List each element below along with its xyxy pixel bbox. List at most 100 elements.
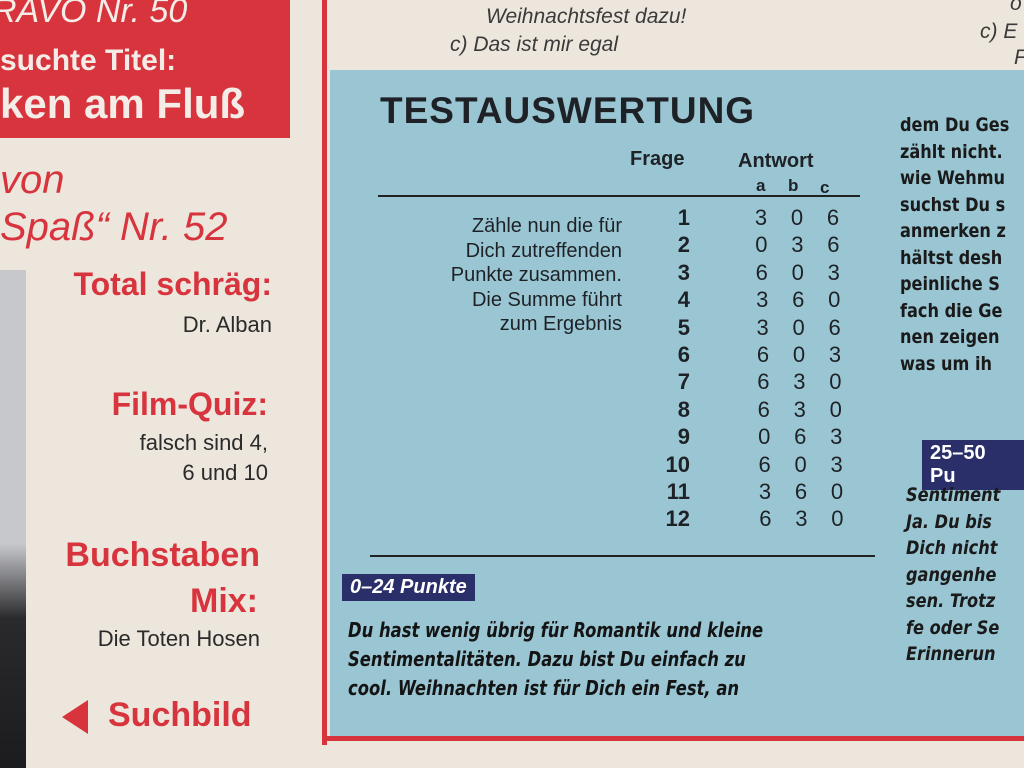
table-top-rule [378, 195, 860, 197]
question-number: 4 [677, 287, 690, 313]
question-number: 8 [677, 396, 690, 422]
sub-col-c: c [820, 178, 830, 197]
column-header-frage: Frage [630, 148, 685, 170]
points-a: 3 [758, 479, 772, 504]
instruction-line: Die Summe führt [471, 288, 622, 311]
issue-label: RAVO Nr. 50 [0, 0, 188, 30]
text-line: fach die Ge [900, 299, 1003, 322]
arrow-left-icon [62, 700, 88, 734]
question-number: 3 [677, 259, 690, 285]
question-number: 12 [665, 506, 690, 532]
points-b: 6 [794, 479, 808, 504]
points-a: 6 [756, 342, 770, 367]
points-a: 6 [758, 451, 771, 477]
points-b: 0 [791, 259, 804, 285]
points-a: 3 [754, 205, 768, 230]
points-a: 6 [757, 369, 770, 395]
text-line: nen zeigen [900, 326, 1000, 348]
instruction-line: Zähle nun die für [471, 215, 622, 237]
right-question-fragment-3: F [1014, 46, 1024, 70]
table-row: 11 3 6 0 [650, 479, 870, 504]
column-header-antwort: Antwort [738, 150, 814, 172]
points-c: 0 [828, 287, 841, 313]
points-b: 0 [792, 342, 806, 367]
photo-edge [0, 270, 26, 768]
points-c: 0 [831, 506, 844, 532]
points-c: 3 [830, 424, 843, 450]
question-number: 7 [677, 369, 690, 395]
points-c: 6 [827, 232, 840, 258]
result-line: cool. Weihnachten ist für Dich ein Fest,… [348, 676, 740, 700]
right-question-fragment-1: o [1010, 0, 1022, 15]
points-b: 3 [793, 396, 806, 422]
text-line: dem Du Ges [900, 114, 1010, 136]
spass-issue-label: Spaß“ Nr. 52 [0, 205, 228, 249]
question-number: 9 [677, 424, 690, 450]
points-b: 3 [791, 232, 804, 258]
points-b: 0 [790, 205, 804, 230]
points-c: 6 [828, 314, 841, 340]
points-c: 6 [826, 205, 840, 230]
text-line: Ja. Du bis [906, 510, 992, 533]
text-line: Dich nicht [906, 537, 998, 559]
result-text-continued: dem Du Ges zählt nicht. wie Wehmu suchst Du… [900, 112, 1009, 377]
text-line: Erinnerun [906, 643, 996, 665]
red-border-horizontal [322, 736, 1024, 741]
question-number: 5 [677, 314, 690, 340]
points-c: 0 [829, 396, 842, 422]
mix-heading: Mix: [190, 582, 258, 620]
searched-title: ken am Fluß [0, 80, 246, 127]
result-text-0-24: Du hast wenig übrig für Romantik und kle… [348, 616, 763, 703]
points-a: 0 [758, 424, 771, 450]
points-c: 3 [830, 451, 843, 477]
question-number: 1 [677, 205, 690, 230]
instruction-line: Punkte zusammen. [450, 264, 622, 286]
text-line: sen. Trotz [906, 590, 996, 612]
result-text-25-50: Sentiment Ja. Du bis Dich nicht gangenhe sen… [906, 482, 1000, 668]
question-number: 11 [666, 479, 690, 504]
points-c: 3 [828, 342, 842, 367]
points-a: 6 [759, 506, 772, 532]
text-line: fe oder Se [906, 616, 1000, 639]
suchbild-label: Suchbild [108, 696, 252, 734]
text-line: hältst desh [900, 246, 1003, 269]
question-number: 10 [665, 451, 690, 477]
text-line: wie Wehmu [900, 167, 1006, 189]
points-a: 3 [756, 287, 769, 313]
text-line: gangenhe [906, 563, 997, 586]
sub-col-b: b [788, 176, 799, 195]
film-quiz-answer-1: falsch sind 4, [139, 430, 268, 455]
points-a: 6 [755, 259, 768, 285]
result-badge-0-24: 0–24 Punkte [342, 574, 475, 601]
question-option-c: c) Das ist mir egal [450, 33, 619, 56]
instruction-line: Dich zutreffenden [465, 239, 622, 262]
evaluation-panel [330, 70, 1024, 736]
question-option-text: Weihnachtsfest dazu! [486, 5, 687, 28]
instruction-line: zum Ergebnis [499, 313, 622, 335]
answers-header-box: RAVO Nr. 50 suchte Titel: ken am Fluß [0, 0, 290, 138]
text-line: zählt nicht. [900, 140, 1003, 163]
red-border-vertical [322, 0, 327, 745]
evaluation-title: TESTAUSWERTUNG [380, 90, 756, 131]
result-badge-25-50: 25–50 Pu [922, 440, 1024, 490]
text-line: peinliche S [900, 273, 1000, 295]
text-line: suchst Du s [900, 193, 1006, 216]
instructions: Zähle nun die für Dich zutreffenden Punk… [380, 214, 622, 337]
points-b: 3 [793, 369, 806, 395]
table-bottom-rule [370, 555, 875, 557]
points-b: 3 [795, 506, 808, 532]
points-c: 0 [829, 369, 842, 395]
points-b: 0 [792, 314, 805, 340]
points-b: 6 [794, 424, 807, 450]
film-quiz-answer-2: 6 und 10 [182, 460, 268, 485]
total-schraeg-answer: Dr. Alban [182, 312, 272, 337]
searched-title-label: suchte Titel: [0, 44, 177, 77]
